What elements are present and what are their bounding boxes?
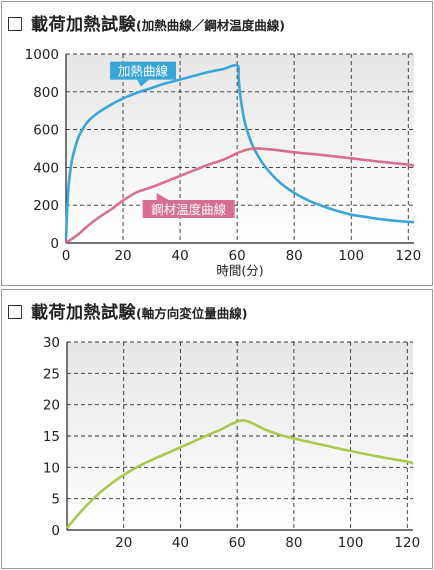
y-tick-label: 15: [43, 429, 60, 445]
y-tick-label: 10: [43, 460, 60, 476]
chart-title-sub: (加熱曲線／鋼材温度曲線): [136, 18, 285, 33]
x-tick-label: 0: [62, 248, 71, 264]
y-tick-label: 800: [33, 85, 59, 101]
x-tick-label: 80: [286, 248, 303, 264]
chart-title-main: 載荷加熱試験: [31, 15, 136, 35]
annotation-pointer: [137, 79, 150, 87]
annotation-callout: 加熱曲線: [110, 61, 177, 87]
annotation-label: 鋼材温度曲線: [151, 202, 227, 217]
x-tick-label: 20: [115, 535, 132, 551]
x-tick-label: 40: [172, 248, 189, 264]
chart-panel-heating: 載荷加熱試験 (加熱曲線／鋼材温度曲線) 0 200 400 600 800 1000 0 2…: [1, 1, 433, 286]
annotation-label: 加熱曲線: [118, 64, 169, 79]
chart-title: 載荷加熱試験 (加熱曲線／鋼材温度曲線): [8, 10, 285, 35]
chart-title-main: 載荷加熱試験: [31, 303, 136, 323]
x-tick-label: 20: [114, 248, 131, 264]
y-tick-label: 30: [43, 335, 60, 351]
y-tick-label: 25: [43, 366, 60, 382]
x-tick-label: 120: [395, 248, 421, 264]
annotation-pointer: [156, 192, 169, 200]
checkbox-icon[interactable]: [8, 305, 22, 319]
y-tick-label: 5: [51, 492, 60, 508]
x-axis-label: 時間(分): [216, 263, 263, 278]
annotation-box: [110, 61, 177, 80]
y-tick-label: 0: [50, 236, 59, 252]
series-line-1: [65, 419, 414, 529]
displacement-chart: 0 5 10 15 20 25 30 20 40 60 80 100 120: [43, 335, 420, 551]
chart-panel-displacement: 載荷加熱試験 (軸方向変位量曲線) 0 5 10 15 20 25 30 20 40 60 80 10…: [1, 289, 433, 569]
chart-title: 載荷加熱試験 (軸方向変位量曲線): [8, 298, 247, 323]
y-tick-label: 400: [33, 160, 59, 176]
y-tick-label: 600: [33, 123, 59, 139]
x-tick-label: 100: [338, 248, 364, 264]
x-tick-label: 80: [285, 535, 302, 551]
series-line-1: [64, 63, 415, 240]
series-line-2: [65, 147, 415, 244]
checkbox-icon[interactable]: [8, 17, 22, 31]
chart-title-sub: (軸方向変位量曲線): [136, 306, 248, 321]
y-tick-label: 0: [51, 523, 60, 539]
x-tick-label: 100: [338, 535, 364, 551]
annotation-callout: 鋼材温度曲線: [142, 192, 235, 218]
heating-chart: 0 200 400 600 800 1000 0 20 40 60 80 100 120 時間(分) 加熱曲…: [25, 47, 422, 278]
x-tick-label: 60: [229, 248, 246, 264]
x-tick-label: 120: [394, 535, 420, 551]
y-tick-label: 20: [43, 398, 60, 414]
x-tick-label: 40: [172, 535, 189, 551]
annotation-box: [142, 199, 235, 218]
x-tick-label: 60: [229, 535, 246, 551]
y-tick-label: 1000: [25, 47, 59, 63]
y-tick-label: 200: [33, 198, 59, 214]
